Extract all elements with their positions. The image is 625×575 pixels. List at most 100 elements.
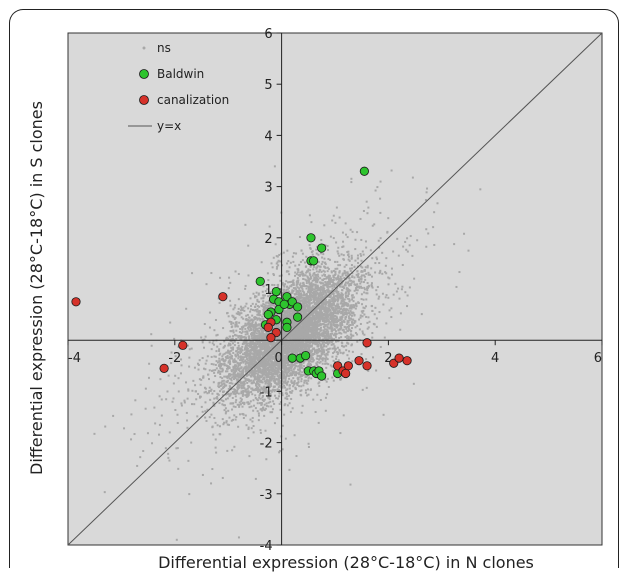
ns-point xyxy=(301,252,304,255)
ns-point xyxy=(270,367,273,370)
ns-point xyxy=(319,355,322,358)
ns-point xyxy=(327,274,330,277)
ns-point xyxy=(255,352,258,355)
ns-point xyxy=(327,258,330,261)
ns-point xyxy=(235,337,238,340)
ns-point xyxy=(332,237,335,240)
ns-point xyxy=(210,272,213,275)
ns-point xyxy=(336,346,339,349)
ns-point xyxy=(214,363,217,366)
ns-point xyxy=(158,395,161,398)
ns-point xyxy=(295,455,298,458)
ns-point xyxy=(350,267,353,270)
ns-point xyxy=(233,340,236,343)
ns-point xyxy=(231,342,234,345)
ns-point xyxy=(239,355,242,358)
ns-point xyxy=(253,318,256,321)
ns-point xyxy=(319,399,322,402)
ns-point xyxy=(246,342,249,345)
ns-point xyxy=(255,349,258,352)
ns-point xyxy=(298,368,301,371)
ns-point xyxy=(172,382,175,385)
ns-point xyxy=(314,350,317,353)
ns-point xyxy=(313,276,316,279)
ns-point xyxy=(330,329,333,332)
ns-point xyxy=(291,291,294,294)
ns-point xyxy=(310,281,313,284)
ns-point xyxy=(206,392,209,395)
ns-point xyxy=(305,292,308,295)
ns-point xyxy=(315,287,318,290)
ns-point xyxy=(215,350,218,353)
ns-point xyxy=(216,395,219,398)
ns-point xyxy=(103,491,106,494)
ns-point xyxy=(295,292,298,295)
ns-point xyxy=(230,382,233,385)
ns-point xyxy=(247,373,250,376)
ns-point xyxy=(268,392,271,395)
ns-point xyxy=(288,384,291,387)
ns-point xyxy=(349,317,352,320)
ns-point xyxy=(276,285,279,288)
ns-point xyxy=(230,346,233,349)
ns-point xyxy=(210,482,213,485)
ns-point xyxy=(253,329,256,332)
ns-point xyxy=(300,303,303,306)
ns-point xyxy=(361,303,364,306)
ns-point xyxy=(256,373,259,376)
ns-point xyxy=(290,335,293,338)
ns-point xyxy=(251,374,254,377)
ns-point xyxy=(238,313,241,316)
ns-point xyxy=(251,368,254,371)
ns-points xyxy=(93,165,482,541)
ns-point xyxy=(303,348,306,351)
ns-point xyxy=(404,240,407,243)
ns-point xyxy=(191,272,194,275)
ns-point xyxy=(312,335,315,338)
ns-point xyxy=(285,357,288,360)
ns-point xyxy=(297,297,300,300)
ns-point xyxy=(316,324,319,327)
ns-point xyxy=(351,312,354,315)
ns-point xyxy=(251,420,254,423)
ns-point xyxy=(236,380,239,383)
ns-point xyxy=(367,326,370,329)
ns-point xyxy=(243,335,246,338)
ns-point xyxy=(359,253,362,256)
ns-point xyxy=(266,301,269,304)
ns-point xyxy=(371,224,374,227)
ns-point xyxy=(222,327,225,330)
ns-point xyxy=(344,331,347,334)
ns-point xyxy=(265,360,268,363)
ns-point xyxy=(241,405,244,408)
ns-point xyxy=(310,364,313,367)
ns-point xyxy=(259,392,262,395)
ns-point xyxy=(273,370,276,373)
ns-point xyxy=(331,291,334,294)
ns-point xyxy=(309,265,312,268)
ns-point xyxy=(247,322,250,325)
ns-point xyxy=(328,276,331,279)
ns-point xyxy=(317,354,320,357)
ns-point xyxy=(266,379,269,382)
ns-point xyxy=(277,341,280,344)
ns-point xyxy=(259,367,262,370)
ns-point xyxy=(333,284,336,287)
ns-point xyxy=(399,328,402,331)
ns-point xyxy=(296,286,299,289)
ns-point xyxy=(283,345,286,348)
ns-point xyxy=(227,367,230,370)
ns-point xyxy=(366,321,369,324)
ns-point xyxy=(374,271,377,274)
ns-point xyxy=(232,346,235,349)
ns-point xyxy=(337,320,340,323)
ns-point xyxy=(213,397,216,400)
ns-point xyxy=(365,386,368,389)
ns-point xyxy=(324,289,327,292)
ns-point xyxy=(123,427,126,430)
ns-point xyxy=(289,285,292,288)
ns-point xyxy=(316,264,319,267)
ns-point xyxy=(241,394,244,397)
ns-point xyxy=(278,392,281,395)
